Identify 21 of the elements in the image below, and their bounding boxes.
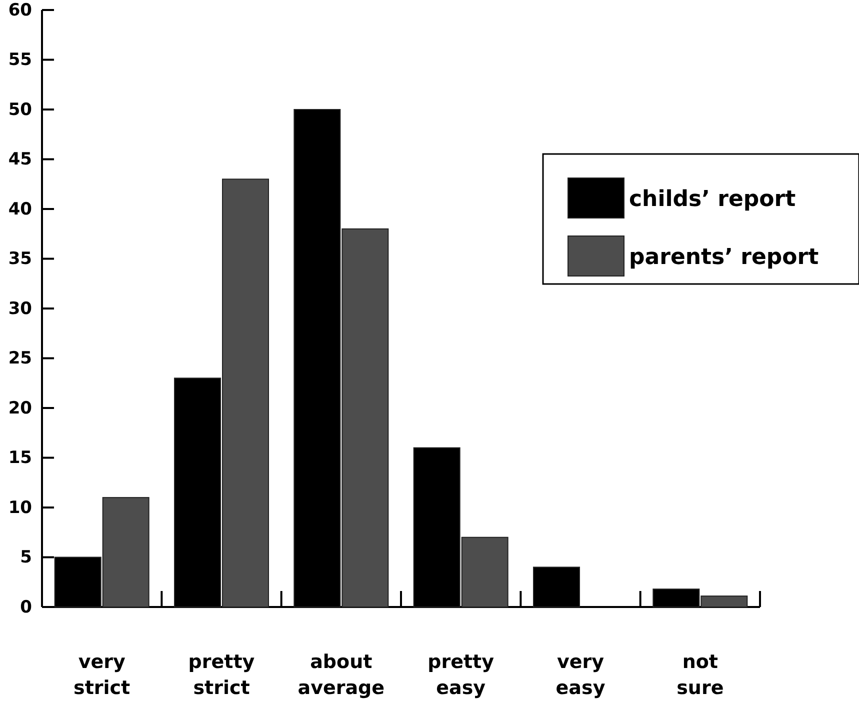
x-tick-label: very easy	[556, 651, 606, 699]
y-tick-label: 45	[8, 150, 32, 170]
y-tick-label: 30	[8, 298, 32, 319]
x-tick-label: pretty strict	[188, 651, 256, 699]
x-tick-label: about average	[298, 651, 385, 699]
y-tick-label: 10	[8, 498, 32, 518]
y-tick-label: 20	[8, 398, 32, 418]
y-tick-label: 40	[8, 199, 32, 220]
y-tick-label: 5	[20, 548, 32, 568]
x-tick-label: pretty easy	[428, 651, 495, 699]
y-tick-label: 50	[8, 100, 32, 120]
x-tick-label: very strict	[74, 651, 130, 699]
x-tick-label: not sure	[676, 651, 724, 699]
y-tick-label: 35	[8, 249, 32, 270]
legend-label: childs’ report	[629, 187, 796, 212]
y-tick-label: 25	[8, 348, 32, 369]
y-tick-label: 60	[8, 0, 32, 20]
y-tick-label: 15	[8, 448, 32, 468]
y-tick-label: 55	[8, 50, 32, 70]
legend-label: parents’ report	[629, 245, 820, 270]
y-tick-label: 0	[20, 597, 32, 618]
